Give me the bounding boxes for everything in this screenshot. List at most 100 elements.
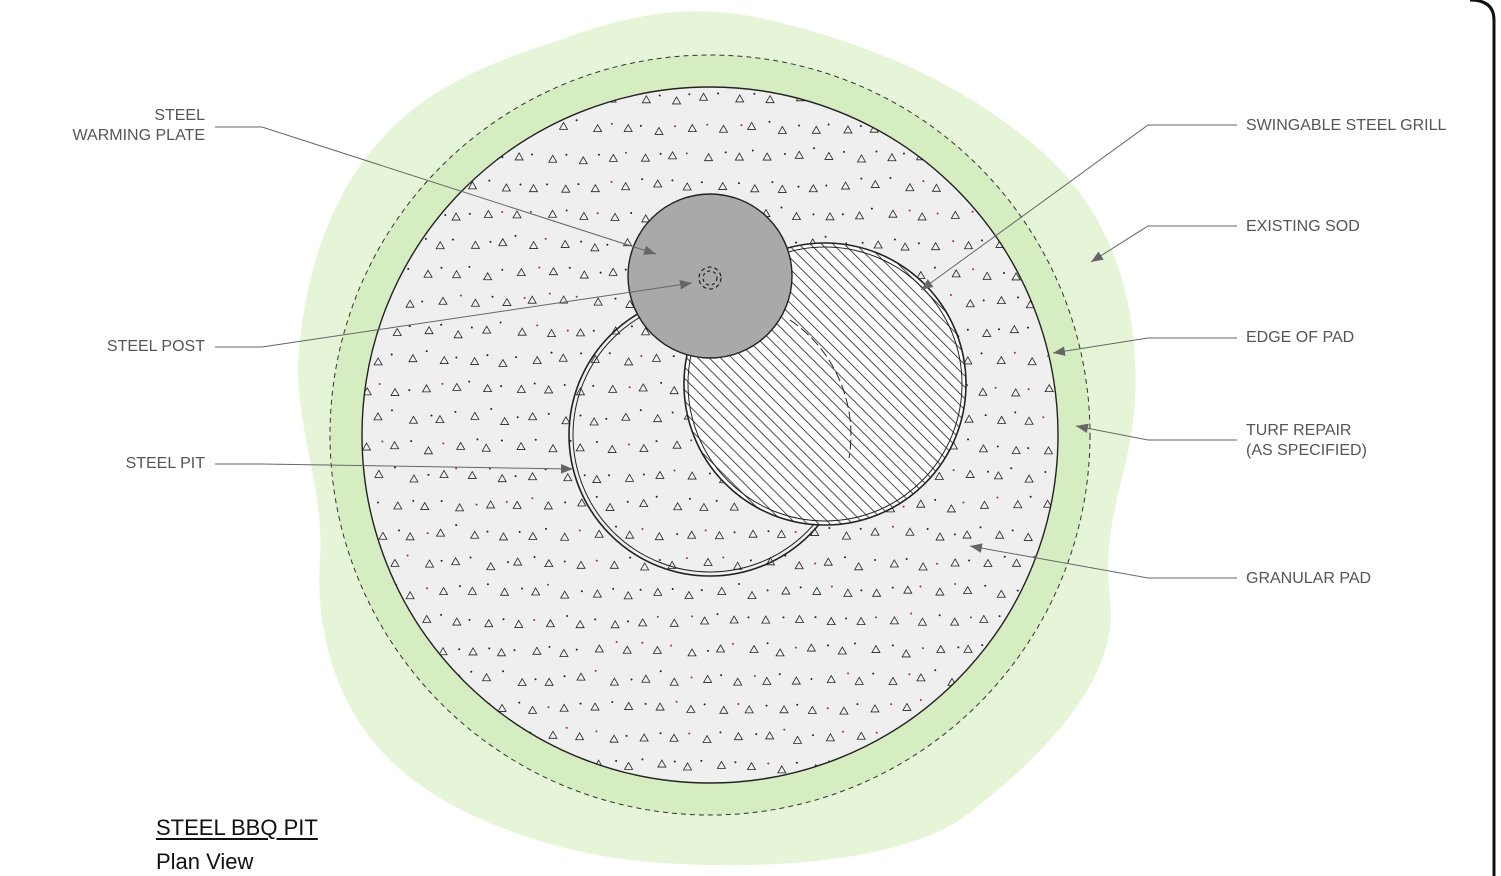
stipple-triangle [467,181,478,190]
stipple-triangle [792,735,803,744]
stipple-dot [394,466,397,469]
stipple-triangle [514,619,524,628]
stipple-dot [534,678,537,681]
stipple-triangle [871,588,882,597]
stipple-triangle [734,152,745,161]
stipple-dot [491,295,494,298]
stipple-triangle [729,615,739,624]
stipple-triangle [611,326,621,335]
stipple-dot [673,760,676,763]
stipple-triangle [718,181,728,190]
stipple-dot [523,297,526,300]
stipple-dot [981,644,984,647]
stipple-dot [639,409,642,412]
stipple-dot [642,473,645,476]
stipple-triangle [558,295,569,304]
stipple-triangle [451,269,462,279]
stipple-dot [579,414,582,417]
stipple-triangle [574,731,585,741]
stipple-dot [615,640,618,643]
drawing-title: STEEL BBQ PIT [156,815,318,840]
stipple-dot [1010,467,1013,470]
stipple-triangle [873,240,883,249]
stipple-triangle [639,498,649,507]
stipple-dot [860,589,863,592]
stipple-dot [1013,351,1016,354]
stipple-dot [671,179,674,182]
stipple-dot [954,583,957,586]
stipple-dot [1091,730,1093,732]
stipple-dot [476,438,479,441]
stipple-dot [426,587,429,590]
stipple-dot [1029,495,1032,498]
stipple-triangle [964,414,974,423]
stipple-dot [430,414,433,417]
stipple-triangle [579,270,589,279]
stipple-triangle [777,125,788,134]
stipple-dot [827,644,830,647]
stipple-triangle [528,240,539,249]
stipple-dot [575,119,578,122]
stipple-triangle [825,211,835,221]
stipple-dot [656,615,659,618]
stipple-dot [501,156,504,159]
stipple-triangle [546,328,557,337]
stipple-dot [1011,529,1014,532]
stipple-dot [996,445,999,448]
stipple-dot [378,382,381,385]
stipple-triangle [762,676,772,685]
stipple-dot [627,620,630,623]
stipple-dot [953,533,956,536]
stipple-triangle [856,154,867,163]
stipple-triangle [609,734,619,743]
stipple-dot [516,416,519,419]
leader-existing-sod [1090,225,1237,263]
stipple-dot [1080,703,1082,705]
stipple-triangle [672,440,682,449]
stipple-dot [778,673,781,676]
stipple-triangle [513,557,523,566]
stipple-dot [753,92,756,95]
stipple-triangle [781,586,791,595]
stipple-triangle [558,121,569,130]
stipple-triangle [622,237,633,247]
stipple-dot [967,438,970,441]
stipple-triangle [687,648,697,657]
stipple-triangle [641,95,651,104]
stipple-dot [614,297,617,300]
stipple-dot [766,642,769,645]
stipple-triangle [870,527,880,536]
leader-granular-pad [969,543,1237,579]
stipple-triangle [375,761,385,770]
stipple-dot [908,673,911,676]
stipple-dot [734,761,737,764]
stipple-triangle [667,151,678,160]
stipple-triangle [528,531,538,540]
stipple-dot [700,181,703,184]
stipple-triangle [825,733,836,742]
stipple-triangle [979,614,989,623]
stipple-triangle [978,387,988,396]
stipple-triangle [593,297,603,306]
stipple-triangle [548,730,558,739]
stipple-triangle [777,765,787,774]
stipple-dot [919,698,922,701]
stipple-dot [671,588,674,591]
stipple-triangle [1027,356,1037,366]
stipple-dot [861,241,864,244]
stipple-dot [981,239,984,242]
stipple-triangle [623,357,634,366]
stipple-dot [783,152,786,155]
label-steel-post: STEEL POST [106,338,205,355]
label-turf-repair-line2: (AS SPECIFIED) [1246,442,1367,459]
stipple-dot [427,473,430,476]
stipple-dot [468,212,471,215]
stipple-dot [529,210,532,213]
stipple-triangle [527,705,538,714]
stipple-triangle [1091,763,1099,770]
stipple-triangle [839,706,849,715]
sheet-frame-border [1469,0,1496,876]
stipple-triangle [423,269,433,278]
stipple-dot [630,325,633,328]
